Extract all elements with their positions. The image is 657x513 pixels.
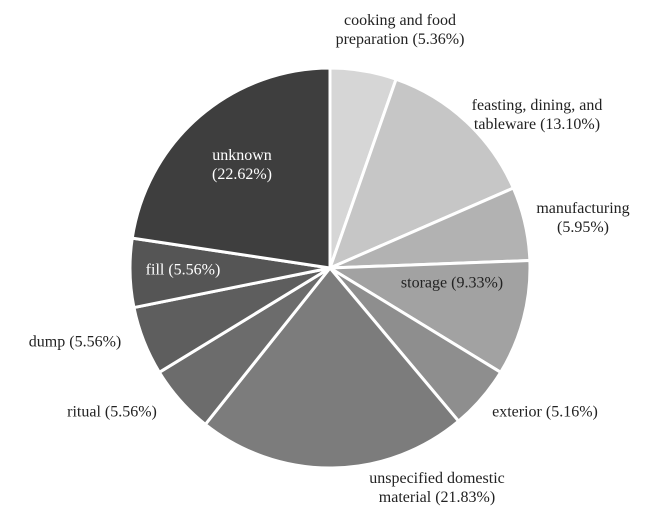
value-label: (5.16%) bbox=[545, 403, 598, 421]
category-label: fill bbox=[145, 261, 165, 279]
pie-slice bbox=[328, 77, 515, 270]
slice-label: unspecified domestic material (21.83%) bbox=[350, 469, 525, 507]
category-label: feasting, dining, and tableware bbox=[471, 97, 603, 133]
pie-slice bbox=[328, 258, 532, 374]
category-label: exterior bbox=[492, 403, 542, 421]
category-label: manufacturing bbox=[536, 200, 630, 217]
value-label: (5.36%) bbox=[412, 31, 465, 48]
value-label: (5.56%) bbox=[104, 403, 157, 421]
value-label: (5.95%) bbox=[557, 219, 609, 236]
slice-label: dump (5.56%) bbox=[5, 333, 145, 352]
slice-label: exterior (5.16%) bbox=[475, 403, 615, 422]
value-label: (9.33%) bbox=[451, 274, 504, 292]
value-label: (13.10%) bbox=[540, 116, 601, 133]
slice-label: feasting, dining, and tableware (13.10%) bbox=[467, 96, 607, 134]
value-label: (5.56%) bbox=[69, 333, 122, 351]
slice-label: unknown (22.62%) bbox=[192, 146, 292, 184]
value-label: (22.62%) bbox=[212, 166, 272, 183]
category-label: unknown bbox=[212, 147, 272, 164]
category-label: dump bbox=[28, 333, 66, 351]
pie-slice bbox=[203, 266, 461, 470]
value-label: (5.56%) bbox=[168, 261, 221, 279]
category-label: storage bbox=[400, 274, 448, 292]
slice-label: storage (9.33%) bbox=[372, 274, 532, 293]
slice-label: fill (5.56%) bbox=[113, 261, 253, 280]
category-label: ritual bbox=[67, 403, 101, 421]
pie-slice bbox=[130, 66, 332, 270]
slice-label: cooking and food preparation (5.36%) bbox=[320, 11, 480, 49]
value-label: (21.83%) bbox=[435, 489, 496, 506]
slice-label: ritual (5.56%) bbox=[42, 403, 182, 422]
category-label: unspecified domestic material bbox=[369, 470, 505, 506]
slice-label: manufacturing (5.95%) bbox=[523, 199, 643, 237]
category-label: cooking and food preparation bbox=[335, 12, 456, 48]
